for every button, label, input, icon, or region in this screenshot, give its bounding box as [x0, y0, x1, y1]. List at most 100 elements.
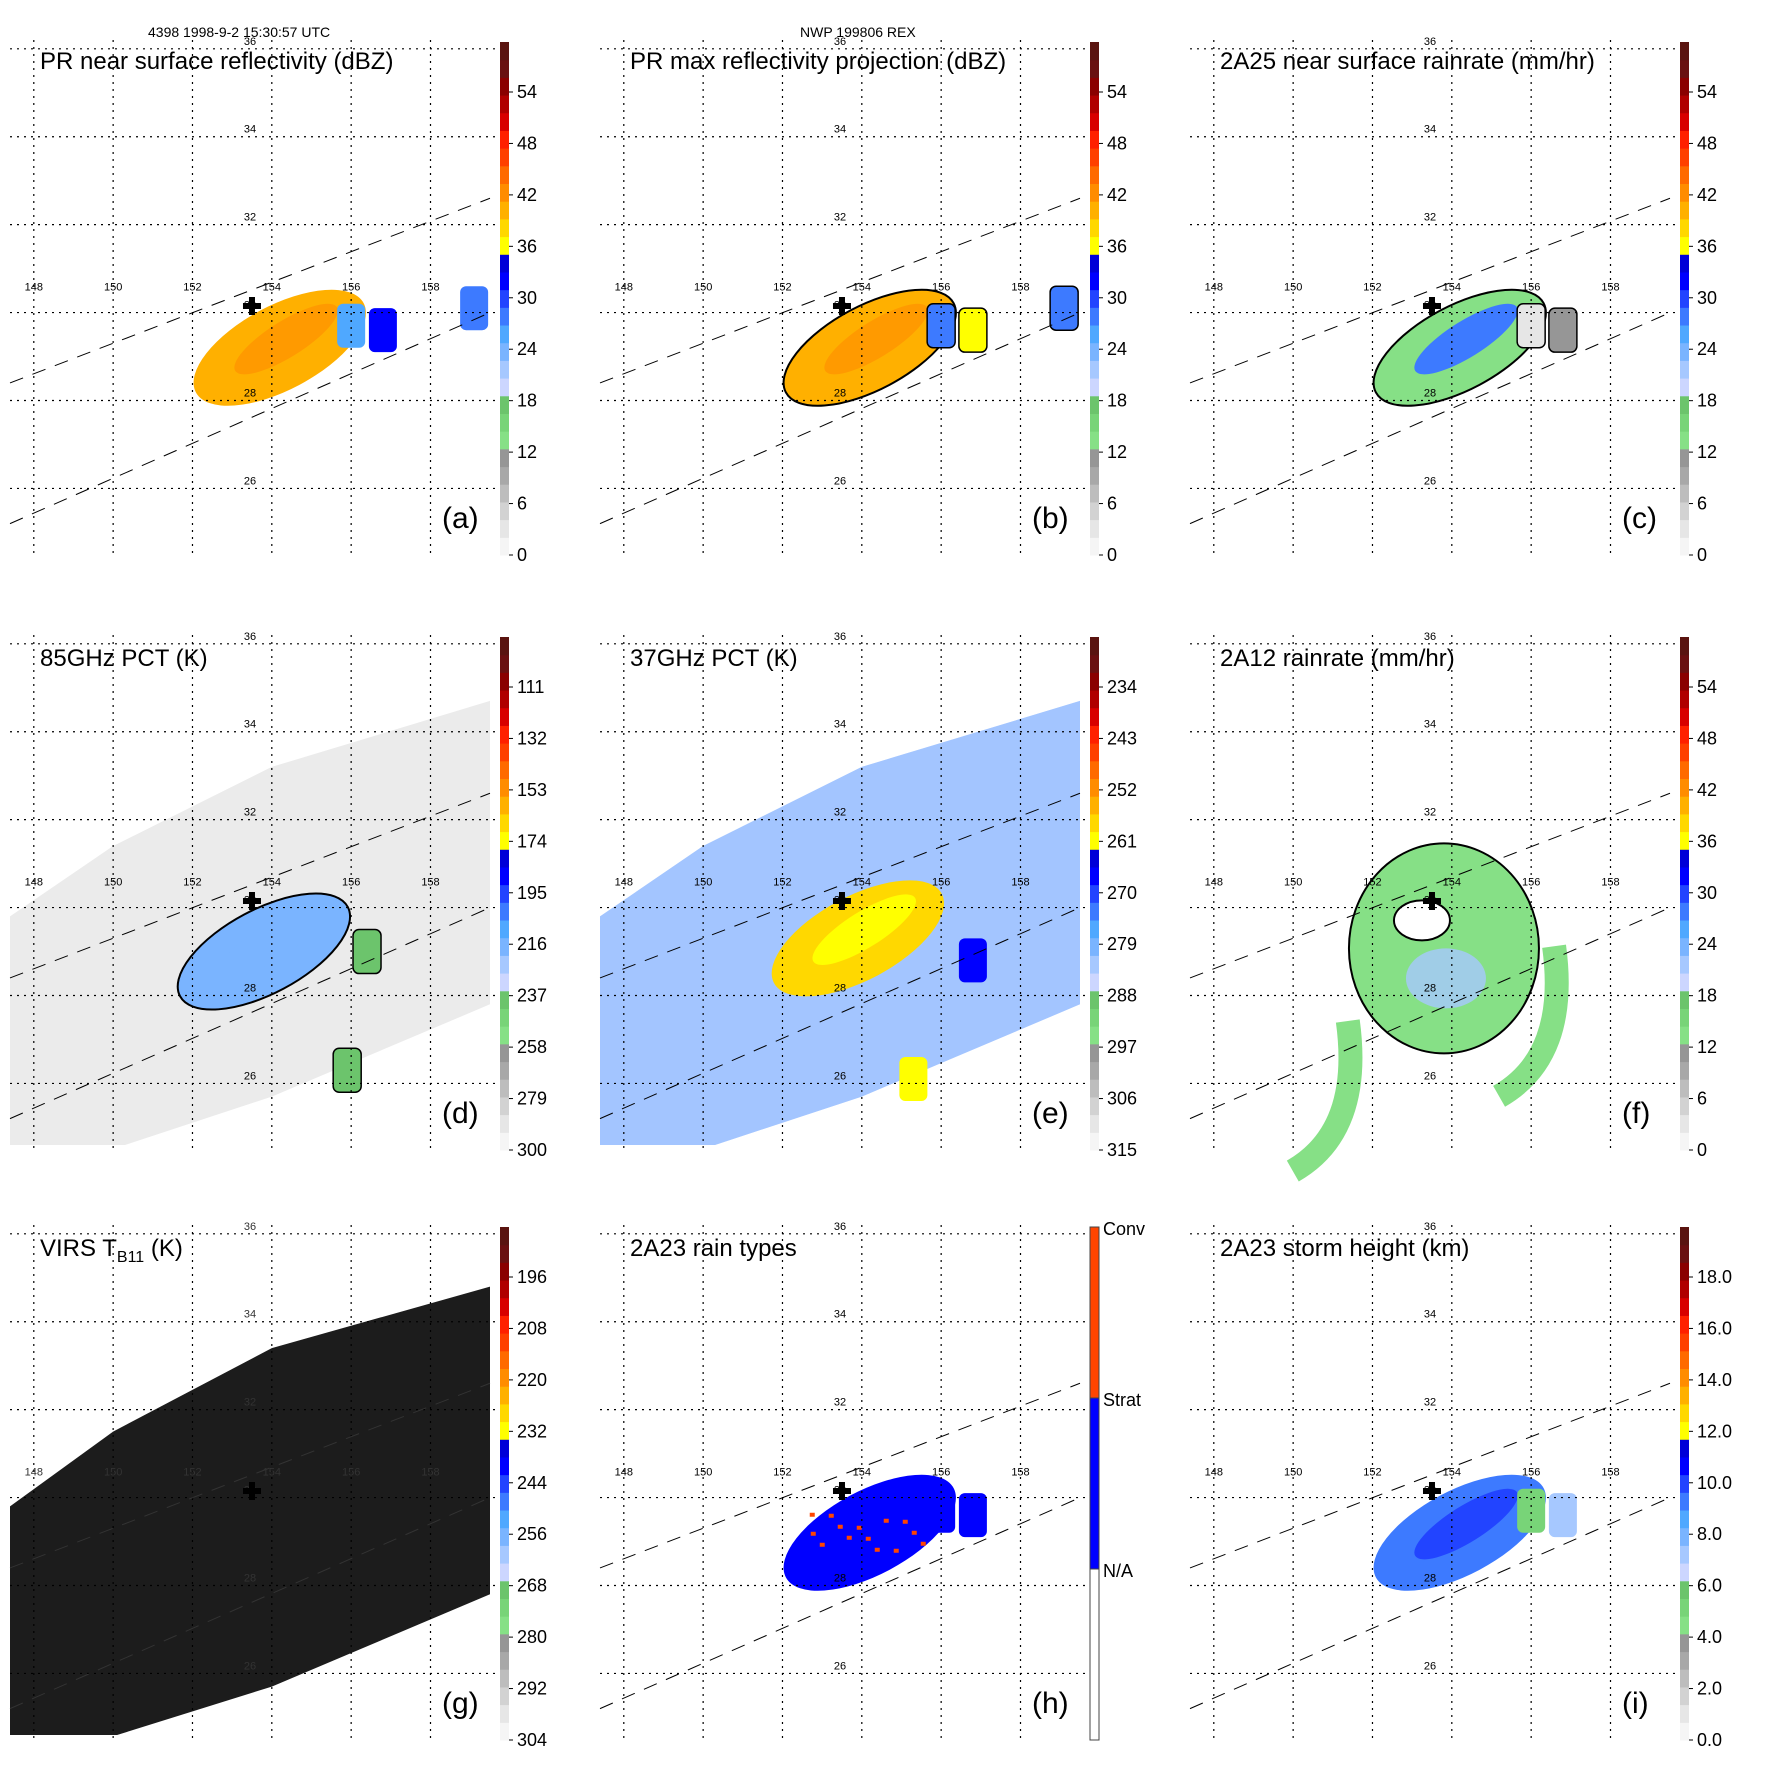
panel-title: 2A23 rain types: [630, 1235, 797, 1262]
colorbar-swatch: [500, 1008, 509, 1027]
panel-h-plot: 148150152154156158363432302826ConvStratN…: [599, 1219, 1145, 1741]
colorbar-swatch: [1680, 902, 1689, 921]
colorbar-swatch: [500, 519, 509, 538]
colorbar-swatch: [500, 1043, 509, 1063]
panel-d: 1481501521541561583634323028261111321531…: [9, 631, 590, 1195]
colorbar-swatch: [1090, 537, 1099, 556]
colorbar-swatch: [500, 201, 509, 220]
colorbar-swatch: [1090, 431, 1099, 450]
lon-tick-label: 152: [183, 877, 201, 889]
lat-tick-label: 28: [1424, 1573, 1436, 1585]
panel-h: 148150152154156158363432302826ConvStratN…: [599, 1219, 1180, 1785]
colorbar-swatch: [1680, 1510, 1689, 1529]
lon-tick-label: 152: [183, 282, 201, 294]
colorbar-tick-label: 0: [1107, 545, 1117, 565]
lon-tick-label: 156: [1522, 282, 1540, 294]
colorbar-category-label: Conv: [1103, 1219, 1145, 1239]
colorbar-swatch: [1680, 1280, 1689, 1299]
panel-letter: (c): [1622, 502, 1657, 535]
lon-tick-label: 158: [1011, 282, 1029, 294]
storm-core-inner: [1414, 303, 1518, 375]
convective-pixel: [819, 1542, 825, 1547]
colorbar-tick-label: 10.0: [1697, 1473, 1732, 1493]
colorbar-tick-label: 111: [517, 677, 544, 697]
colorbar-swatch: [500, 501, 509, 521]
panel-e-plot: 1481501521541561583634323028262342432522…: [599, 631, 1137, 1160]
colorbar-tick-label: 297: [1107, 1037, 1137, 1057]
colorbar-swatch: [1680, 884, 1689, 903]
pr-swath-edge: [599, 792, 1081, 979]
colorbar-swatch: [500, 130, 509, 149]
colorbar-swatch: [500, 672, 509, 691]
colorbar-tick-label: 232: [517, 1421, 547, 1441]
colorbar-swatch: [1680, 1545, 1689, 1564]
pr-swath-edge: [9, 312, 491, 525]
colorbar-tick-label: 42: [1697, 185, 1717, 205]
colorbar-swatch: [1680, 1598, 1689, 1617]
colorbar-swatch: [1680, 1439, 1689, 1458]
colorbar-swatch: [500, 884, 509, 903]
lon-tick-label: 154: [263, 877, 281, 889]
cell-feature: [460, 286, 489, 331]
colorbar-swatch: [500, 1421, 509, 1440]
colorbar-tick-label: 36: [1107, 236, 1127, 256]
colorbar: 111 132 153 174 195 216 237 258 279 300: [500, 637, 547, 1160]
lon-tick-label: 154: [263, 1467, 281, 1479]
colorbar-tick-label: 18: [517, 391, 537, 411]
panel-title: VIRS TB11 (K): [40, 1235, 183, 1266]
colorbar-tick-label: 234: [1107, 677, 1137, 697]
panel-i: 14815015215415615836343230282618.016.014…: [1189, 1221, 1770, 1785]
colorbar-swatch: [1680, 866, 1689, 886]
colorbar-swatch: [500, 1386, 509, 1405]
title-subscript: B11: [116, 1248, 145, 1266]
panel-title: 85GHz PCT (K): [40, 645, 208, 672]
colorbar-tick-label: 48: [1697, 728, 1717, 748]
panel-c-plot: 148 150 152 154 156 158 36 34 32 30 28 26 54 48 42 36 30…: [1189, 36, 1717, 565]
colorbar-swatch: [500, 1492, 509, 1511]
colorbar-tick-label: 24: [1697, 934, 1717, 954]
colorbar-tick-label: 237: [517, 986, 547, 1006]
colorbar-swatch: [500, 866, 509, 886]
pr-swath-edge: [1189, 197, 1671, 384]
colorbar-tick-label: 153: [517, 780, 547, 800]
colorbar-swatch: [1680, 813, 1689, 833]
lon-tick-label: 154: [853, 877, 871, 889]
colorbar-swatch: [1680, 654, 1689, 673]
colorbar-swatch: [1680, 378, 1689, 397]
cell-feature: [958, 1493, 987, 1538]
colorbar-tick-label: 288: [1107, 986, 1137, 1006]
colorbar-swatch: [500, 1686, 509, 1706]
colorbar-swatch: [1090, 413, 1099, 432]
panel-a: 148 150 152 154 156 158 36 34 32 30 28 26 54 48 42 36 30…: [9, 36, 590, 600]
colorbar-swatch: [1090, 973, 1099, 992]
colorbar-swatch: [1090, 325, 1099, 344]
panel-e: 1481501521541561583634323028262342432522…: [599, 631, 1180, 1195]
colorbar-swatch: [1680, 1651, 1689, 1670]
colorbar-swatch: [1090, 654, 1099, 673]
colorbar-swatch: [500, 42, 509, 61]
colorbar-swatch: [500, 1669, 509, 1688]
colorbar-swatch: [1090, 902, 1099, 921]
lon-tick-label: 154: [853, 1467, 871, 1479]
colorbar-swatch: [1090, 342, 1099, 361]
colorbar-swatch: [500, 77, 509, 96]
colorbar-swatch: [500, 466, 509, 485]
colorbar-swatch: [1090, 236, 1099, 255]
colorbar-swatch: [1680, 937, 1689, 956]
lon-tick-label: 154: [1443, 877, 1461, 889]
colorbar-swatch: [1090, 218, 1099, 238]
colorbar-swatch: [1680, 849, 1689, 868]
rain-band: [1286, 1019, 1363, 1182]
colorbar-swatch: [1680, 466, 1689, 485]
colorbar: 234 243 252 261 270 279 288 297 306 315: [1090, 637, 1137, 1160]
colorbar-swatch: [1090, 448, 1099, 468]
lat-tick-label: 36: [244, 1221, 256, 1233]
colorbar-swatch: [1680, 112, 1689, 131]
colorbar-tick-label: 48: [517, 133, 537, 153]
colorbar-swatch: [1680, 271, 1689, 291]
colorbar-swatch: [500, 1580, 509, 1599]
colorbar-tick-label: 54: [517, 82, 537, 102]
pr-swath-edge: [9, 1382, 491, 1569]
panel-title: 2A12 rainrate (mm/hr): [1220, 645, 1455, 672]
colorbar-swatch: [500, 920, 509, 939]
